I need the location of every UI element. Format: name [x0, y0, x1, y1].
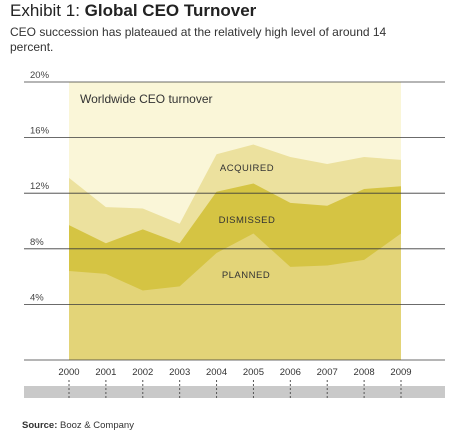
source-note: Source: Booz & Company [22, 420, 134, 431]
series-label-dismissed: DISMISSED [219, 215, 276, 226]
y-tick-label: 16% [30, 126, 50, 137]
area-planned [69, 233, 401, 360]
y-tick-label: 12% [30, 181, 50, 192]
exhibit-subtitle: CEO succession has plateaued at the rela… [10, 25, 387, 54]
y-tick-label: 20% [30, 70, 50, 81]
chart-title: Worldwide CEO turnover [80, 92, 213, 106]
series-label-acquired: ACQUIRED [220, 163, 274, 174]
ceo-turnover-chart: 4% 8% 12% 16% 20% Worldwide CEO turnover PLANN… [24, 70, 445, 398]
axis-base-bar [24, 386, 445, 398]
x-tick-label: 2009 [390, 367, 411, 378]
x-tick-label: 2000 [58, 367, 79, 378]
y-tick-label: 4% [30, 292, 44, 303]
exhibit-number: Exhibit 1: [10, 1, 80, 20]
x-tick-label: 2006 [280, 367, 301, 378]
exhibit-title: Exhibit 1: Global CEO Turnover [10, 1, 256, 21]
y-tick-label: 8% [30, 237, 44, 248]
x-tick-label: 2005 [243, 367, 264, 378]
x-tick-label: 2007 [317, 367, 338, 378]
series-label-planned: PLANNED [222, 270, 270, 281]
x-tick-label: 2003 [169, 367, 190, 378]
x-tick-label: 2008 [354, 367, 375, 378]
exhibit-title-text: Global CEO Turnover [84, 1, 257, 20]
source-text: Booz & Company [60, 420, 134, 431]
x-tick-label: 2001 [95, 367, 116, 378]
x-tick-label: 2004 [206, 367, 227, 378]
x-tick-label: 2002 [132, 367, 153, 378]
source-label: Source: [22, 420, 58, 431]
